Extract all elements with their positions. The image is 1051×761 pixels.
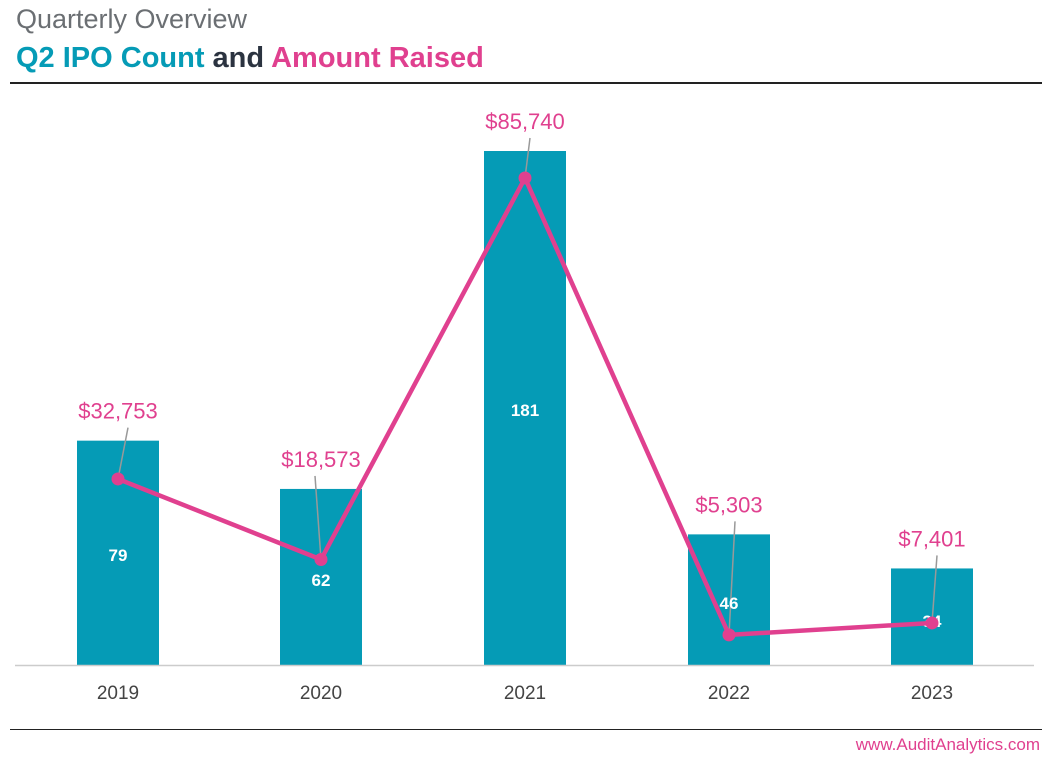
amount-marker-2023 [925,616,939,630]
x-tick-label: 2019 [97,683,139,704]
leader-line [314,475,322,560]
title-amount: Amount Raised [271,42,484,74]
amount-marker-2019 [111,472,125,486]
count-label: 181 [511,401,539,420]
count-label: 79 [109,546,128,565]
amount-marker-2020 [314,553,328,567]
amount-label: $5,303 [695,492,762,517]
leader-line [931,555,938,624]
bar-2022 [688,534,770,665]
x-tick-label: 2020 [300,683,342,704]
footer-url: www.AuditAnalytics.com [855,735,1040,754]
kicker-text: Quarterly Overview [16,4,248,34]
title-and: and [204,42,272,74]
amount-label: $18,573 [281,447,361,472]
header-rule [10,82,1042,84]
x-tick-label: 2022 [708,683,750,704]
footer-rule [10,729,1042,730]
x-tick-label: 2021 [504,683,546,704]
amount-label: $32,753 [78,399,158,424]
amount-marker-2022 [722,628,736,642]
chart-title: Q2 IPO Count and Amount Raised [16,42,484,75]
leader-line [524,137,531,179]
amount-label: $85,740 [485,109,565,134]
count-label: 62 [312,571,331,590]
amount-label: $7,401 [898,526,965,551]
title-count: Q2 IPO Count [16,42,205,74]
leader-line [117,427,129,480]
amount-marker-2021 [518,171,532,185]
bar-2020 [280,488,362,665]
count-label: 46 [720,594,739,613]
leader-line [728,521,736,635]
chart-area: 2019202020212022202379621814634$32,753$1… [15,109,1034,704]
x-tick-label: 2023 [911,683,953,704]
